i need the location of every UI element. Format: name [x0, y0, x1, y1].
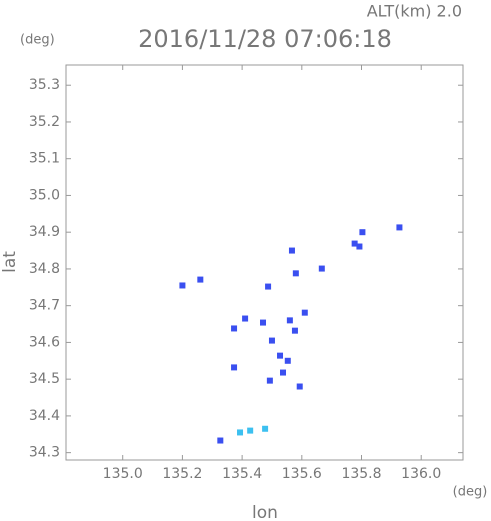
echo-point [286, 317, 293, 324]
echo-point [301, 309, 308, 316]
echo-point [318, 265, 325, 272]
y-tick-label: 34.9 [29, 224, 60, 240]
y-tick-label: 35.3 [29, 77, 60, 93]
subtitle: ALT(km) 2.0 [367, 2, 462, 21]
echo-point [237, 429, 244, 436]
echo-point [217, 437, 224, 444]
echo-point [280, 369, 287, 376]
y-tick-label: 34.6 [29, 334, 60, 350]
echo-point [292, 270, 299, 277]
plot-frame [65, 64, 464, 461]
echo-point [197, 276, 204, 283]
echo-point [265, 283, 272, 290]
y-tick-label: 35.0 [29, 187, 60, 203]
echo-point [356, 243, 363, 250]
echo-point [277, 352, 284, 359]
echo-point [231, 364, 238, 371]
echo-point [260, 319, 267, 326]
echo-point [296, 383, 303, 390]
x-tick-label: 135.4 [222, 466, 262, 482]
y-tick-label: 34.8 [29, 261, 60, 277]
echo-point [262, 425, 269, 432]
y-tick-label: 35.2 [29, 114, 60, 130]
echo-point [291, 327, 298, 334]
x-tick-label: 135.6 [282, 466, 322, 482]
echo-point [266, 377, 273, 384]
echo-point [231, 325, 238, 332]
x-unit: (deg) [453, 485, 488, 500]
echo-point [359, 229, 366, 236]
echo-point [288, 247, 295, 254]
x-tick-label: 135.0 [103, 466, 143, 482]
echo-point [179, 282, 186, 289]
y-tick-label: 35.1 [29, 151, 60, 167]
echo-point [396, 224, 403, 231]
y-tick-label: 34.7 [29, 298, 60, 314]
y-tick-label: 34.4 [29, 408, 60, 424]
x-axis-label: lon [252, 503, 278, 521]
x-tick-label: 135.8 [341, 466, 381, 482]
echo-point [284, 357, 291, 364]
y-axis-label: lat [0, 251, 20, 273]
x-tick-label: 136.0 [401, 466, 441, 482]
x-tick-label: 135.2 [162, 466, 202, 482]
echo-point [247, 427, 254, 434]
echo-point [351, 240, 358, 247]
y-tick-label: 34.3 [29, 445, 60, 461]
chart-title: 2016/11/28 07:06:18 [138, 25, 392, 53]
y-tick-label: 34.5 [29, 371, 60, 387]
echo-point [242, 315, 249, 322]
y-unit: (deg) [20, 33, 55, 48]
echo-point [268, 337, 275, 344]
